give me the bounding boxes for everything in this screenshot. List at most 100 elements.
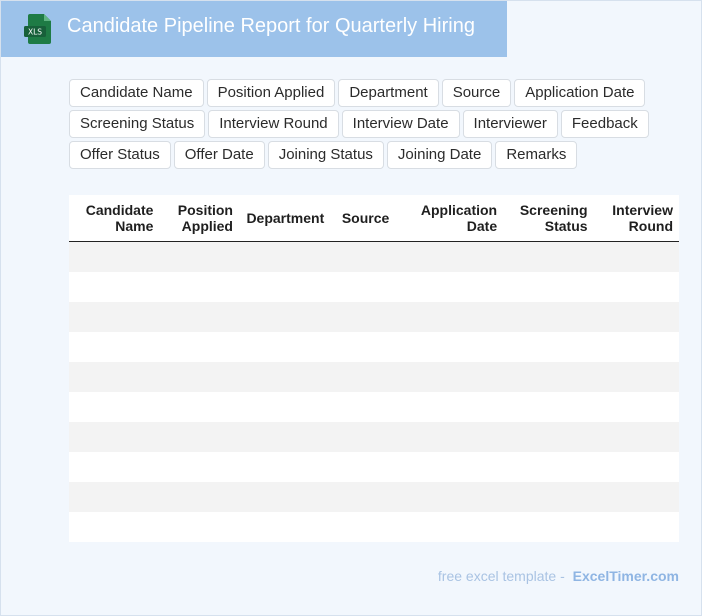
table-cell[interactable]: [69, 361, 160, 392]
table-cell[interactable]: [395, 331, 504, 362]
column-header-line: Round: [628, 217, 673, 234]
table-cell[interactable]: [395, 301, 504, 332]
table-cell[interactable]: [593, 511, 679, 542]
page-title: Candidate Pipeline Report for Quarterly …: [67, 15, 475, 37]
table-cell[interactable]: [330, 301, 396, 332]
table-cell[interactable]: [69, 391, 160, 422]
field-chip[interactable]: Interview Round: [208, 110, 339, 138]
table-cell[interactable]: [239, 361, 331, 392]
field-chip[interactable]: Source: [441, 79, 512, 107]
column-header: Position Applied: [159, 195, 239, 242]
field-chip[interactable]: Position Applied: [206, 79, 336, 107]
table-cell[interactable]: [593, 241, 679, 272]
table-row: [69, 421, 679, 452]
table-cell[interactable]: [395, 361, 504, 392]
table-cell[interactable]: [159, 271, 239, 302]
field-chip[interactable]: Offer Date: [173, 141, 265, 169]
table-cell[interactable]: [593, 331, 679, 362]
table-row: [69, 271, 679, 302]
table-cell[interactable]: [239, 241, 331, 272]
field-chip[interactable]: Application Date: [514, 79, 646, 107]
table-cell[interactable]: [239, 511, 331, 542]
table-cell[interactable]: [395, 241, 504, 272]
table-cell[interactable]: [69, 331, 160, 362]
table-cell[interactable]: [395, 451, 504, 482]
table-cell[interactable]: [159, 451, 239, 482]
table-cell[interactable]: [69, 511, 160, 542]
table-cell[interactable]: [395, 421, 504, 452]
table-cell[interactable]: [395, 391, 504, 422]
table-cell[interactable]: [159, 391, 239, 422]
table-cell[interactable]: [503, 241, 594, 272]
table-cell[interactable]: [239, 271, 331, 302]
table-cell[interactable]: [593, 421, 679, 452]
table-cell[interactable]: [69, 241, 160, 272]
table-cell[interactable]: [330, 451, 396, 482]
table-cell[interactable]: [330, 241, 396, 272]
field-chip[interactable]: Joining Date: [386, 141, 493, 169]
field-chip[interactable]: Joining Status: [267, 141, 384, 169]
table-cell[interactable]: [239, 481, 331, 512]
table-cell[interactable]: [330, 511, 396, 542]
table-cell[interactable]: [69, 301, 160, 332]
table-cell[interactable]: [239, 391, 331, 422]
table-cell[interactable]: [395, 481, 504, 512]
table-cell[interactable]: [503, 271, 594, 302]
column-header-line: Status: [544, 217, 588, 234]
table-row: [69, 451, 679, 482]
column-header: Screening Status: [503, 195, 594, 242]
table-cell[interactable]: [395, 271, 504, 302]
column-header: Department: [239, 195, 331, 242]
table-cell[interactable]: [239, 331, 331, 362]
table-cell[interactable]: [330, 421, 396, 452]
table-cell[interactable]: [239, 301, 331, 332]
table-cell[interactable]: [395, 511, 504, 542]
table-cell[interactable]: [159, 241, 239, 272]
table-cell[interactable]: [593, 481, 679, 512]
table-cell[interactable]: [503, 361, 594, 392]
footer-brand-link[interactable]: ExcelTimer.com: [572, 568, 679, 584]
table-cell[interactable]: [503, 421, 594, 452]
table-cell[interactable]: [159, 481, 239, 512]
table-cell[interactable]: [503, 331, 594, 362]
table-cell[interactable]: [593, 301, 679, 332]
table-cell[interactable]: [69, 271, 160, 302]
column-header-line: Interview: [612, 201, 673, 218]
table-cell[interactable]: [159, 511, 239, 542]
table-cell[interactable]: [503, 511, 594, 542]
table-cell[interactable]: [69, 421, 160, 452]
table-cell[interactable]: [593, 361, 679, 392]
table-cell[interactable]: [330, 481, 396, 512]
table-cell[interactable]: [69, 451, 160, 482]
table-cell[interactable]: [69, 481, 160, 512]
xls-file-icon: XLS: [24, 14, 51, 44]
field-chip[interactable]: Feedback: [560, 110, 649, 138]
table-cell[interactable]: [593, 271, 679, 302]
table-cell[interactable]: [593, 391, 679, 422]
table-cell[interactable]: [503, 481, 594, 512]
table-cell[interactable]: [503, 451, 594, 482]
table-cell[interactable]: [330, 271, 396, 302]
table-cell[interactable]: [593, 451, 679, 482]
footer-text: free excel template -: [437, 568, 565, 584]
table-cell[interactable]: [239, 421, 331, 452]
table-cell[interactable]: [159, 331, 239, 362]
field-chip[interactable]: Offer Status: [69, 141, 171, 169]
field-chip[interactable]: Remarks: [495, 141, 578, 169]
field-chip[interactable]: Candidate Name: [69, 79, 204, 107]
field-chip[interactable]: Department: [338, 79, 439, 107]
table-cell[interactable]: [503, 391, 594, 422]
table-cell[interactable]: [159, 301, 239, 332]
field-chip[interactable]: Screening Status: [69, 110, 206, 138]
table-cell[interactable]: [503, 301, 594, 332]
table-cell[interactable]: [330, 391, 396, 422]
table-cell[interactable]: [330, 331, 396, 362]
table-cell[interactable]: [330, 361, 396, 392]
table-cell[interactable]: [159, 361, 239, 392]
table-cell[interactable]: [159, 421, 239, 452]
field-chip[interactable]: Interview Date: [341, 110, 460, 138]
column-header: Source: [330, 195, 396, 242]
field-chip[interactable]: Interviewer: [462, 110, 558, 138]
table-cell[interactable]: [239, 451, 331, 482]
